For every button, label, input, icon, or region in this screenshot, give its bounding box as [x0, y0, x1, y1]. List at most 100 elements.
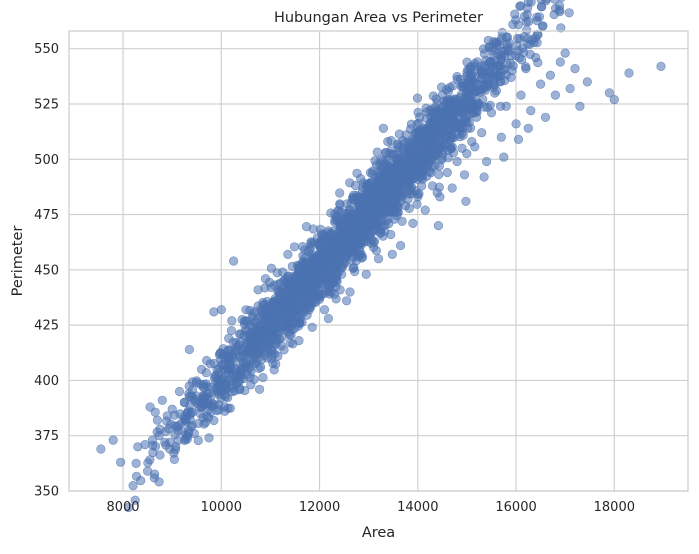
data-point — [331, 294, 341, 304]
data-point — [378, 123, 389, 133]
data-point — [511, 119, 521, 129]
data-point — [224, 358, 234, 368]
y-tick-label: 550 — [34, 42, 59, 57]
data-point — [495, 101, 506, 111]
data-point — [214, 374, 224, 384]
data-point — [184, 344, 194, 355]
data-point — [474, 99, 484, 109]
data-point — [465, 99, 475, 109]
data-point — [246, 349, 257, 359]
data-point — [362, 195, 372, 205]
data-point — [378, 231, 388, 241]
data-point — [198, 394, 208, 405]
data-point — [557, 0, 566, 2]
data-point — [226, 326, 236, 336]
data-point — [214, 405, 224, 415]
data-point — [433, 221, 444, 231]
x-tick-label: 10000 — [201, 500, 242, 515]
data-point — [358, 252, 368, 262]
data-point — [245, 305, 255, 315]
data-point — [556, 23, 566, 33]
data-point — [205, 359, 215, 369]
data-point — [174, 386, 185, 397]
data-point — [356, 215, 366, 225]
data-point — [301, 222, 312, 232]
data-point — [337, 238, 347, 248]
data-point — [570, 63, 580, 74]
data-point — [314, 265, 325, 275]
data-point — [108, 435, 118, 445]
data-point — [454, 123, 464, 133]
data-point — [372, 147, 382, 157]
data-point — [420, 205, 430, 215]
data-point — [286, 311, 297, 321]
data-point — [335, 285, 345, 295]
data-point — [267, 334, 277, 344]
data-point — [359, 204, 369, 214]
x-tick-label: 8000 — [106, 500, 139, 515]
data-point — [446, 143, 456, 153]
data-point — [458, 111, 468, 121]
data-point — [560, 48, 570, 58]
data-point — [170, 410, 180, 420]
data-point — [412, 93, 423, 103]
data-point — [266, 282, 276, 293]
data-point — [229, 256, 239, 266]
y-axis-label: Perimeter — [10, 226, 26, 297]
data-point — [517, 43, 528, 53]
data-point — [533, 30, 543, 40]
data-point — [239, 316, 249, 326]
data-point — [154, 477, 164, 487]
data-point — [315, 242, 326, 252]
data-point — [373, 254, 384, 264]
data-point — [182, 434, 192, 444]
data-point — [555, 57, 565, 67]
data-point — [527, 35, 537, 45]
data-point — [211, 384, 221, 394]
data-point — [115, 457, 126, 467]
data-point — [525, 49, 535, 60]
data-point — [564, 8, 574, 18]
data-point — [373, 217, 383, 228]
data-point — [516, 90, 526, 100]
data-point — [96, 444, 106, 454]
y-tick-label: 500 — [34, 153, 59, 168]
data-point — [169, 448, 179, 458]
data-point — [575, 101, 585, 111]
data-point — [415, 126, 425, 136]
data-point — [123, 502, 134, 513]
data-point — [297, 268, 307, 278]
data-point — [330, 249, 340, 259]
data-point — [422, 107, 432, 117]
data-point — [479, 172, 489, 182]
data-point — [361, 269, 371, 279]
data-point — [345, 287, 355, 297]
data-point — [131, 458, 141, 469]
x-tick-label: 18000 — [594, 500, 635, 515]
data-point — [307, 322, 317, 332]
data-point — [268, 313, 279, 323]
data-point — [477, 128, 487, 138]
data-point — [223, 403, 233, 413]
data-point — [256, 355, 267, 365]
data-point — [349, 195, 359, 205]
data-point — [357, 235, 367, 245]
y-tick-label: 425 — [34, 319, 59, 334]
data-point — [513, 134, 524, 144]
data-point — [365, 168, 376, 178]
data-point — [381, 147, 391, 158]
data-point — [151, 441, 161, 452]
data-point — [494, 60, 504, 70]
data-point — [258, 372, 268, 383]
data-point — [193, 435, 203, 446]
data-point — [392, 211, 402, 221]
data-point — [437, 82, 447, 92]
data-point — [434, 169, 444, 180]
data-point — [502, 32, 513, 42]
data-point — [221, 392, 231, 402]
data-point — [517, 55, 527, 65]
data-point — [459, 170, 470, 180]
data-point — [493, 71, 504, 81]
data-point — [536, 2, 547, 12]
